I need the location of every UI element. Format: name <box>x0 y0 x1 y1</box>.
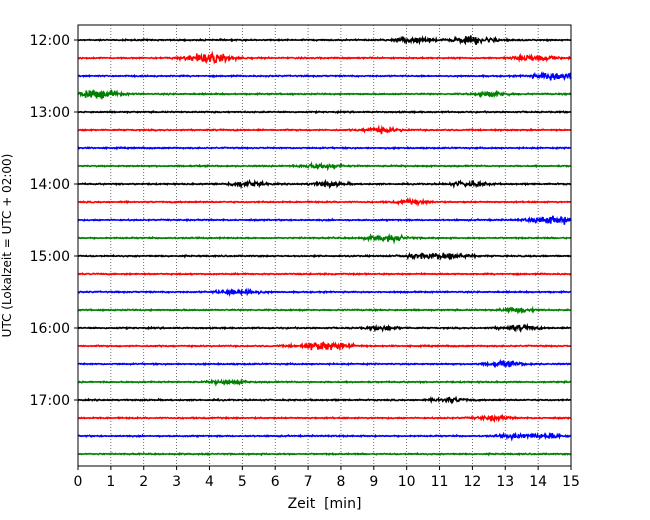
trace-1515 <box>78 271 572 277</box>
trace-1345 <box>77 161 572 172</box>
trace-1315 <box>77 124 572 135</box>
y-tick-label: 12:00 <box>30 33 70 49</box>
trace-1600 <box>77 322 571 333</box>
seismogram-traces <box>77 35 572 457</box>
trace-1700 <box>77 395 572 405</box>
trace-1645 <box>78 378 572 387</box>
x-tick-label: 8 <box>336 474 345 490</box>
trace-1200 <box>77 35 572 46</box>
trace-1500 <box>77 251 572 261</box>
x-tick-label: 12 <box>463 474 481 490</box>
x-tick-label: 4 <box>205 474 214 490</box>
x-tick-label: 1 <box>106 474 115 490</box>
x-tick-label: 6 <box>271 474 280 490</box>
trace-1245 <box>77 88 572 100</box>
x-tick-label: 0 <box>74 474 83 490</box>
y-tick-label: 16:00 <box>30 321 70 337</box>
trace-1230 <box>77 71 572 81</box>
trace-1415 <box>77 196 572 207</box>
x-tick-label: 2 <box>139 474 148 490</box>
y-tick-label: 13:00 <box>30 105 70 121</box>
trace-1530 <box>77 287 572 298</box>
x-tick-label: 5 <box>238 474 247 490</box>
trace-1630 <box>77 358 572 369</box>
trace-1715 <box>77 413 572 424</box>
trace-1445 <box>77 233 572 245</box>
x-tick-label: 9 <box>369 474 378 490</box>
trace-1330 <box>77 145 571 151</box>
x-axis-label: Zeit [min] <box>288 496 362 512</box>
trace-1430 <box>77 215 572 225</box>
trace-1730 <box>77 431 572 442</box>
x-tick-label: 3 <box>172 474 181 490</box>
x-tick-label: 15 <box>562 474 580 490</box>
y-tick-label: 17:00 <box>30 393 70 409</box>
plot-frame <box>77 24 572 467</box>
x-tick-label: 7 <box>304 474 313 490</box>
y-tick-label: 15:00 <box>30 249 70 265</box>
trace-1615 <box>77 341 571 352</box>
axis-ticks: 0 1 2 3 4 5 6 7 8 9 10 11 12 13 14 1512:0013:0014:0015:… <box>30 33 580 490</box>
x-tick-label: 10 <box>398 474 416 490</box>
x-tick-label: 13 <box>496 474 514 490</box>
trace-1215 <box>77 50 572 65</box>
trace-1300 <box>77 109 572 115</box>
x-tick-label: 11 <box>431 474 449 490</box>
y-tick-label: 14:00 <box>30 177 70 193</box>
x-tick-label: 14 <box>529 474 547 490</box>
trace-1545 <box>77 305 572 315</box>
trace-1400 <box>78 178 572 190</box>
trace-1745 <box>77 451 572 457</box>
y-axis-label: UTC (Lokalzeit = UTC + 02:00) <box>0 154 14 338</box>
